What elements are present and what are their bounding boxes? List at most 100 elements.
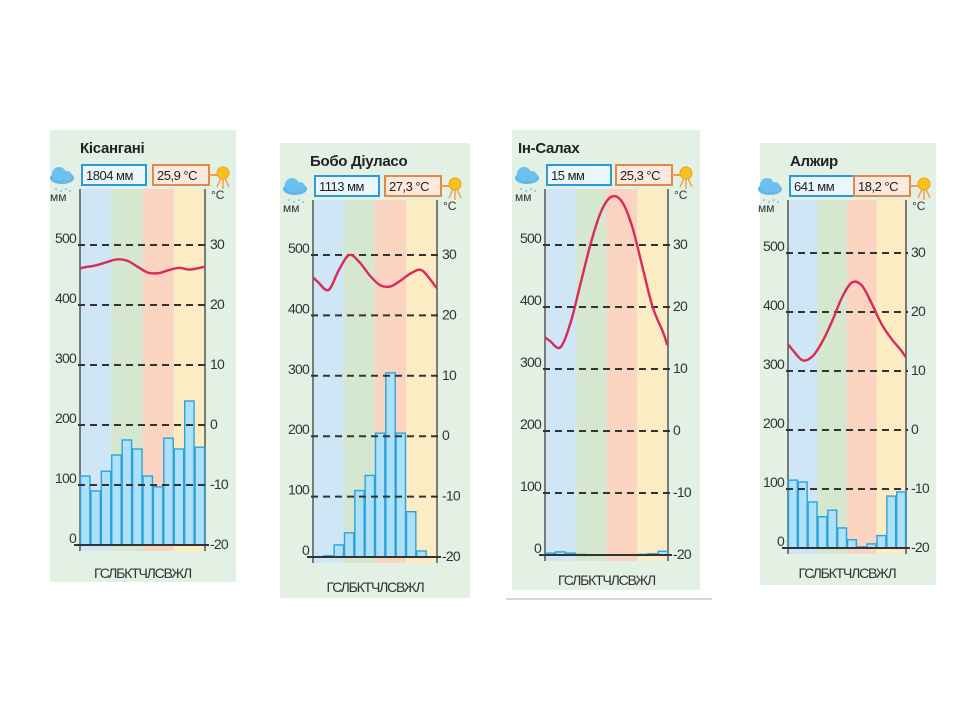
sun-icon [441, 177, 462, 200]
month-labels: ГСЛБКТЧЛСВЖЛ [558, 572, 656, 588]
season-band-winter [313, 200, 344, 563]
temp-tick-label: -20 [911, 539, 930, 555]
precip-tick-label: 500 [288, 240, 310, 256]
temperature-line [79, 258, 206, 275]
precip-bar [333, 544, 345, 558]
precip-bar [111, 454, 122, 546]
season-band-winter [545, 189, 576, 561]
temp-tick-label: 0 [210, 416, 218, 432]
precip-bar [90, 490, 102, 546]
rain-cloud-icon [758, 178, 782, 203]
precip-tick-label: 200 [520, 416, 542, 432]
climate-chart: Алжир 641 мм 18,2 °C мм °C 500 30 400 20 300 10 200… [758, 153, 931, 581]
precip-tick-label: 100 [288, 482, 310, 498]
precip-tick-label: 100 [520, 478, 542, 494]
temp-unit-label: °C [443, 199, 457, 213]
precip-unit-label: мм [50, 190, 67, 204]
rain-cloud-icon [50, 167, 74, 192]
precip-bar [121, 439, 133, 546]
temp-tick-label: 0 [911, 421, 919, 437]
station-title: Ін-Салах [518, 140, 580, 157]
precip-unit-label: мм [283, 201, 300, 215]
temp-tick-label: 30 [442, 246, 457, 262]
sun-icon [672, 166, 693, 189]
temp-tick-label: 20 [210, 296, 225, 312]
temp-unit-label: °C [211, 188, 225, 202]
precip-bar [183, 400, 195, 546]
precip-bar [374, 432, 386, 558]
precip-bar [152, 486, 164, 546]
rain-cloud-icon [283, 178, 307, 203]
precip-total: 15 мм [551, 168, 585, 183]
temp-tick-label: 20 [911, 303, 926, 319]
temp-tick-label: -20 [442, 548, 461, 564]
precip-tick-label: 500 [55, 230, 77, 246]
precip-bar [817, 516, 828, 549]
climate-chart: Кісангані 1804 мм 25,9 °C мм °C 500 30 400 20 300… [50, 140, 230, 581]
temp-mean: 25,3 °C [620, 168, 660, 183]
precip-bar [79, 475, 91, 546]
precip-bar [895, 491, 907, 549]
sun-icon [910, 177, 931, 200]
season-band-autumn [637, 189, 668, 561]
temp-tick-label: 30 [210, 236, 225, 252]
precip-tick-label: 300 [763, 356, 785, 372]
precip-bar [343, 532, 355, 558]
temp-unit-label: °C [912, 199, 926, 213]
precip-bar [354, 489, 365, 558]
station-title: Кісангані [80, 140, 145, 157]
month-labels: ГСЛБКТЧЛСВЖЛ [798, 565, 896, 581]
station-title: Алжир [790, 153, 838, 170]
precip-bar [787, 479, 799, 549]
precip-unit-label: мм [515, 190, 532, 204]
temperature-line [787, 280, 907, 362]
temp-tick-label: -20 [210, 536, 229, 552]
temp-mean: 18,2 °C [858, 179, 898, 194]
temperature-line [312, 253, 438, 292]
season-band-spring [817, 200, 847, 554]
precip-bar [405, 511, 417, 558]
precip-total: 1113 мм [319, 179, 365, 194]
precip-tick-label: 0 [777, 533, 785, 549]
temp-tick-label: 20 [442, 306, 457, 322]
precip-bar [876, 534, 887, 549]
precip-tick-label: 200 [288, 421, 310, 437]
precip-unit-label: мм [758, 201, 775, 215]
precip-tick-label: 0 [302, 542, 310, 558]
month-labels: ГСЛБКТЧЛСВЖЛ [94, 565, 192, 581]
temp-tick-label: 20 [673, 298, 688, 314]
precip-tick-label: 300 [520, 354, 542, 370]
temp-tick-label: 10 [911, 362, 926, 378]
precip-tick-label: 100 [55, 470, 77, 486]
temp-tick-label: 0 [673, 422, 681, 438]
temp-tick-label: 10 [673, 360, 688, 376]
temp-tick-label: 10 [442, 367, 457, 383]
precip-bar [131, 448, 143, 546]
season-band-summer [847, 200, 877, 554]
precip-bar [846, 539, 858, 549]
precip-bar [797, 481, 808, 549]
season-band-autumn [406, 200, 437, 563]
sun-icon [209, 166, 230, 189]
precip-total-box [546, 164, 612, 186]
temp-tick-label: 30 [911, 244, 926, 260]
precip-tick-label: 400 [55, 290, 77, 306]
rain-cloud-icon [515, 167, 539, 192]
precip-bar [827, 509, 838, 549]
precip-bar [836, 527, 848, 549]
precip-bar [194, 446, 206, 546]
precip-bar [100, 470, 112, 546]
precip-bar [364, 474, 376, 558]
precip-bar [385, 372, 396, 558]
temp-tick-label: -10 [911, 480, 930, 496]
temp-tick-label: 30 [673, 236, 688, 252]
climate-chart: Бобо Діуласо 1113 мм 27,3 °C мм °C 500 30 400 20… [283, 153, 462, 595]
precip-tick-label: 400 [520, 292, 542, 308]
season-band-summer [606, 189, 638, 561]
precip-bar [886, 495, 897, 549]
temp-unit-label: °C [674, 188, 688, 202]
precip-bar [163, 437, 174, 546]
temp-tick-label: -20 [673, 546, 692, 562]
precip-bar [173, 448, 185, 546]
